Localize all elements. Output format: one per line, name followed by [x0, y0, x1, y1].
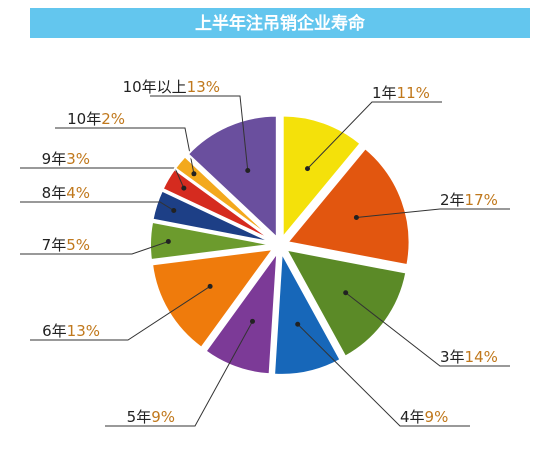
chart-title: 上半年注吊销企业寿命 — [195, 13, 366, 34]
category-label: 9年 — [42, 150, 67, 168]
leader-dot — [295, 321, 301, 327]
leader-line — [307, 101, 442, 169]
pie-slice — [273, 249, 342, 376]
pie-slice — [150, 247, 276, 350]
leader-dot — [343, 290, 349, 296]
category-label: 7年 — [42, 236, 67, 254]
slice-label: 1年11% — [372, 84, 430, 102]
pie-slice — [173, 154, 275, 241]
category-label: 4年 — [400, 408, 425, 426]
pie-slice — [186, 114, 278, 240]
pie-slice — [285, 146, 411, 267]
slice-label: 3年14% — [440, 348, 498, 366]
slice-label: 9年3% — [42, 150, 90, 168]
pie-slice — [149, 220, 273, 262]
pie-slice — [151, 189, 273, 244]
slice-label: 8年4% — [42, 184, 90, 202]
value-label: 3% — [66, 150, 90, 168]
slice-label: 5年9% — [127, 408, 175, 426]
pie-slice — [284, 248, 408, 358]
leader-dot — [305, 166, 311, 172]
category-label: 10年 — [67, 110, 101, 128]
value-label: 4% — [66, 184, 90, 202]
value-label: 13% — [187, 78, 220, 96]
leader-line — [297, 323, 470, 427]
value-label: 17% — [465, 191, 498, 209]
value-label: 11% — [397, 84, 430, 102]
category-label: 5年 — [127, 408, 152, 426]
leader-dot — [171, 207, 177, 213]
leader-dot — [181, 185, 187, 191]
value-label: 13% — [67, 322, 100, 340]
category-label: 6年 — [42, 322, 67, 340]
leader-line — [20, 241, 169, 255]
slice-label: 10年以上13% — [123, 78, 220, 96]
category-label: 3年 — [440, 348, 465, 366]
slice-label: 2年17% — [440, 191, 498, 209]
category-label: 1年 — [372, 84, 397, 102]
leader-dot — [245, 167, 251, 173]
pie-slice — [281, 114, 362, 241]
category-label: 2年 — [440, 191, 465, 209]
slice-label: 4年9% — [400, 408, 448, 426]
slice-label: 10年2% — [67, 110, 125, 128]
leader-dot — [165, 238, 171, 244]
value-label: 14% — [465, 348, 498, 366]
leader-line — [356, 208, 510, 218]
leader-dot — [191, 171, 197, 177]
leader-line — [30, 285, 211, 341]
pie-slice — [204, 249, 279, 376]
value-label: 9% — [151, 408, 175, 426]
leader-dot — [249, 318, 255, 324]
value-label: 9% — [425, 408, 449, 426]
category-label: 10年以上 — [123, 78, 187, 96]
value-label: 2% — [101, 110, 125, 128]
slice-label: 6年13% — [42, 322, 100, 340]
leader-line — [55, 127, 195, 174]
value-label: 5% — [66, 236, 90, 254]
title-banner — [30, 8, 530, 38]
leader-dot — [353, 214, 359, 220]
category-label: 8年 — [42, 184, 67, 202]
slice-label: 7年5% — [42, 236, 90, 254]
leader-dot — [207, 283, 213, 289]
leader-line — [105, 321, 253, 427]
leader-line — [150, 95, 249, 171]
pie-slice — [161, 167, 274, 242]
leader-line — [345, 292, 510, 367]
leader-line — [20, 201, 175, 211]
